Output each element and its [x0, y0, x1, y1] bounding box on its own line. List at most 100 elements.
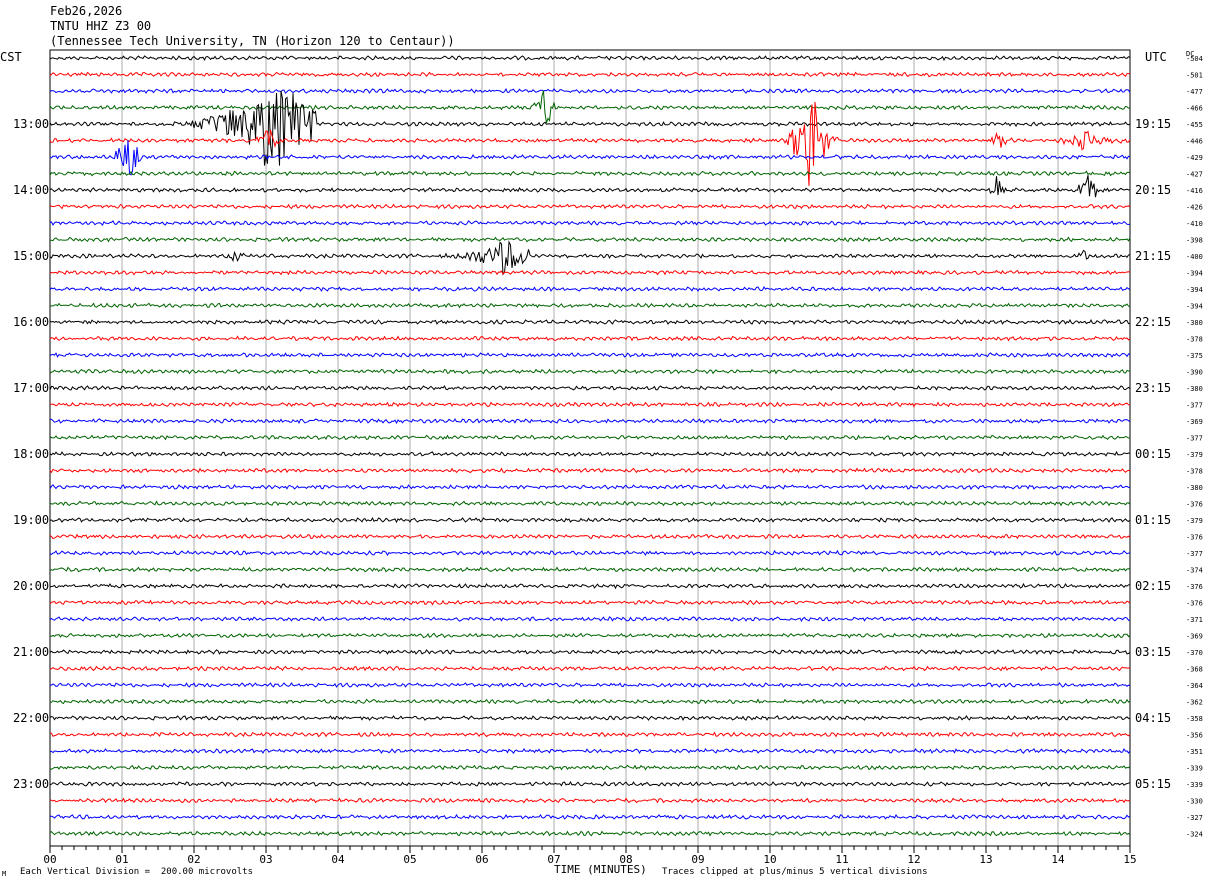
utc-time-label: 04:15 — [1135, 711, 1171, 725]
trace-line — [49, 90, 1130, 124]
grid-layer — [49, 49, 1131, 853]
x-tick-label: 04 — [331, 853, 345, 866]
trace-line — [49, 55, 1131, 62]
dc-offset-label: -377 — [1186, 550, 1203, 558]
trace-line — [49, 682, 1131, 688]
dc-offset-label: -324 — [1186, 831, 1203, 839]
dc-offset-label: -339 — [1186, 765, 1203, 773]
trace-line — [49, 335, 1131, 342]
trace-line — [49, 90, 1131, 166]
dc-offset-label: -477 — [1186, 88, 1203, 96]
cst-time-label: 22:00 — [13, 711, 49, 725]
trace-line — [49, 318, 1130, 326]
dc-offset-label: -376 — [1186, 600, 1203, 608]
dc-offset-label: -356 — [1186, 732, 1203, 740]
trace-line — [49, 715, 1131, 721]
trace-line — [49, 698, 1131, 705]
cst-time-label: 15:00 — [13, 249, 49, 263]
footer-mark: M — [2, 870, 7, 878]
dc-offset-label: -369 — [1186, 633, 1203, 641]
x-tick-label: 13 — [979, 853, 992, 866]
right-timezone-label: UTC — [1145, 50, 1167, 64]
dc-offset-label: -380 — [1186, 319, 1203, 327]
trace-line — [49, 648, 1131, 655]
dc-offset-label: -378 — [1186, 336, 1203, 344]
x-tick-label: 10 — [763, 853, 776, 866]
x-tick-label: 08 — [619, 853, 632, 866]
header-station: TNTU HHZ Z3 00 — [50, 19, 152, 33]
trace-line — [49, 269, 1131, 276]
dc-offset-label: -379 — [1186, 517, 1203, 525]
trace-line — [49, 101, 1131, 186]
utc-time-label: 20:15 — [1135, 183, 1171, 197]
trace-line — [49, 599, 1131, 606]
trace-line — [49, 731, 1131, 738]
trace-line — [49, 385, 1131, 391]
dc-offset-label: -371 — [1186, 616, 1203, 624]
cst-time-label: 16:00 — [13, 315, 49, 329]
footer-clip-note: Traces clipped at plus/minus 5 vertical … — [662, 867, 928, 877]
x-tick-label: 01 — [115, 853, 128, 866]
x-tick-label: 12 — [907, 853, 920, 866]
x-tick-label: 03 — [259, 853, 272, 866]
header-date: Feb26,2026 — [50, 4, 123, 18]
utc-time-label: 00:15 — [1135, 447, 1171, 461]
header-location: (Tennessee Tech University, TN (Horizon … — [50, 34, 455, 48]
trace-line — [49, 450, 1131, 457]
utc-time-label: 22:15 — [1135, 315, 1171, 329]
dc-offset-label: -410 — [1186, 220, 1203, 228]
dc-offset-label: -427 — [1186, 171, 1203, 179]
dc-offset-label: -377 — [1186, 402, 1203, 410]
trace-line — [49, 517, 1131, 524]
cst-time-label: 19:00 — [13, 513, 49, 527]
dc-offset-label: -429 — [1186, 154, 1203, 162]
trace-line — [49, 830, 1131, 837]
dc-offset-label: -390 — [1186, 369, 1203, 377]
trace-line — [49, 813, 1131, 820]
dc-offset-label: -358 — [1186, 715, 1203, 723]
dc-offset-label: -377 — [1186, 435, 1203, 443]
cst-time-label: 14:00 — [13, 183, 49, 197]
dc-offset-label: -327 — [1186, 814, 1203, 822]
trace-line — [49, 170, 1131, 177]
dc-offset-label: -330 — [1186, 798, 1203, 806]
trace-line — [49, 434, 1131, 441]
dc-offset-label: -501 — [1186, 72, 1203, 80]
x-tick-label: 00 — [43, 853, 56, 866]
plot-frame — [49, 49, 1131, 847]
trace-line — [49, 483, 1131, 491]
trace-layer — [49, 55, 1131, 837]
dc-offset-label: -376 — [1186, 534, 1203, 542]
x-tick-label: 07 — [547, 853, 560, 866]
cst-time-label: 13:00 — [13, 117, 49, 131]
utc-time-label: 05:15 — [1135, 777, 1171, 791]
trace-line — [49, 286, 1131, 292]
dc-offset-label: -416 — [1186, 187, 1203, 195]
trace-line — [49, 240, 1131, 276]
dc-offset-label: -398 — [1186, 237, 1203, 245]
dc-offset-label: -380 — [1186, 484, 1203, 492]
cst-time-label: 17:00 — [13, 381, 49, 395]
dc-offset-label: -455 — [1186, 121, 1203, 129]
dc-offset-label: -379 — [1186, 451, 1203, 459]
trace-line — [49, 467, 1131, 474]
utc-time-label: 02:15 — [1135, 579, 1171, 593]
dc-offset-label: -368 — [1186, 666, 1203, 674]
trace-line — [49, 797, 1131, 804]
trace-line — [49, 500, 1131, 507]
dc-offset-label: -351 — [1186, 748, 1203, 756]
dc-offset-label: -426 — [1186, 204, 1203, 212]
x-tick-label: 09 — [691, 853, 704, 866]
trace-line — [49, 175, 1131, 198]
dc-offset-label: -394 — [1186, 303, 1203, 311]
left-timezone-label: CST — [0, 50, 22, 64]
cst-time-label: 21:00 — [13, 645, 49, 659]
trace-line — [49, 566, 1131, 573]
utc-time-label: 03:15 — [1135, 645, 1171, 659]
trace-line — [49, 71, 1131, 78]
trace-line — [49, 368, 1131, 375]
trace-line — [49, 219, 1131, 227]
x-tick-label: 15 — [1123, 853, 1136, 866]
cst-time-label: 18:00 — [13, 447, 49, 461]
